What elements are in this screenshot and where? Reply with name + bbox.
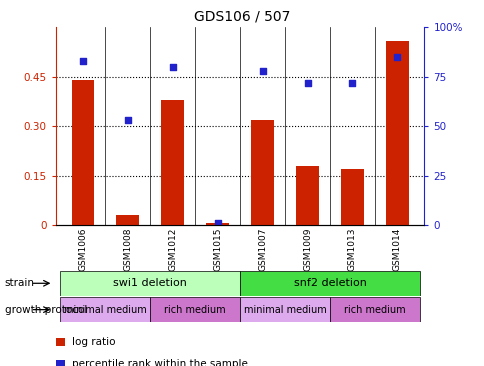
- Point: [123, 117, 131, 123]
- Point: [79, 58, 87, 64]
- Text: snf2 deletion: snf2 deletion: [293, 278, 365, 288]
- Point: [393, 54, 400, 60]
- Bar: [71, 80, 94, 225]
- Bar: [206, 223, 228, 225]
- Bar: [329, 297, 419, 322]
- Bar: [341, 169, 363, 225]
- Bar: [116, 215, 138, 225]
- Point: [348, 80, 356, 86]
- Text: strain: strain: [5, 278, 35, 288]
- Bar: [60, 271, 240, 296]
- Text: minimal medium: minimal medium: [64, 305, 146, 315]
- Bar: [240, 297, 329, 322]
- Point: [213, 220, 221, 226]
- Point: [168, 64, 176, 70]
- Bar: [60, 297, 150, 322]
- Text: percentile rank within the sample: percentile rank within the sample: [72, 359, 247, 366]
- Text: log ratio: log ratio: [72, 337, 115, 347]
- Bar: [240, 271, 419, 296]
- Text: swi1 deletion: swi1 deletion: [113, 278, 187, 288]
- Text: rich medium: rich medium: [344, 305, 405, 315]
- Text: growth protocol: growth protocol: [5, 305, 87, 315]
- Bar: [251, 120, 273, 225]
- Bar: [161, 100, 183, 225]
- Text: minimal medium: minimal medium: [243, 305, 326, 315]
- Bar: [150, 297, 240, 322]
- Bar: [296, 166, 318, 225]
- Point: [258, 68, 266, 74]
- Text: rich medium: rich medium: [164, 305, 226, 315]
- Text: GDS106 / 507: GDS106 / 507: [194, 9, 290, 23]
- Bar: [385, 41, 408, 225]
- Point: [303, 80, 311, 86]
